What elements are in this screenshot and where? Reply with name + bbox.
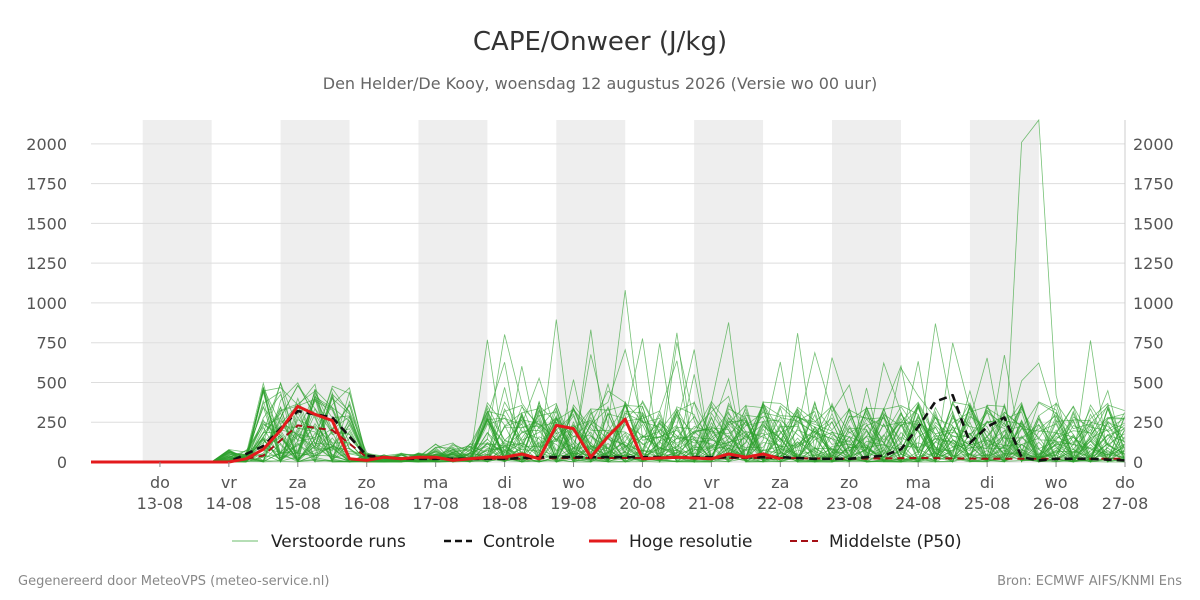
ensemble-run-49 <box>91 333 1126 463</box>
x-tick-date-5: 18-08 <box>481 494 528 513</box>
y-axis-right: 0 250 500 750 1000 1250 1500 1750 2000 <box>1124 120 1174 472</box>
y-tick-left-500: 500 <box>36 373 67 392</box>
y-tick-right-2000: 2000 <box>1133 135 1174 154</box>
control-line <box>91 393 1126 464</box>
x-tick-date-13: 26-08 <box>1033 494 1080 513</box>
ensemble-run-41 <box>91 374 1126 463</box>
ensemble-run-38 <box>91 404 1126 463</box>
legend-label-median: Middelste (P50) <box>829 532 962 552</box>
x-tick-day-4: ma <box>423 473 448 492</box>
y-tick-left-2000: 2000 <box>26 135 67 154</box>
weekend-band-0 <box>142 120 212 462</box>
x-tick-date-14: 27-08 <box>1102 494 1149 513</box>
x-tick-date-0: 13-08 <box>137 494 184 513</box>
x-tick-day-8: vr <box>703 473 719 492</box>
x-tick-date-1: 14-08 <box>206 494 253 513</box>
y-axis-left: 0 250 500 750 1000 1250 1500 1750 2000 <box>26 135 67 472</box>
ensemble-run-46 <box>91 361 1126 464</box>
y-tick-left-1750: 1750 <box>26 175 67 194</box>
y-tick-right-1000: 1000 <box>1133 294 1174 313</box>
x-tick-day-7: do <box>632 473 652 492</box>
x-tick-day-3: zo <box>358 473 376 492</box>
x-tick-day-12: di <box>980 473 995 492</box>
weekend-band-2 <box>418 120 488 462</box>
y-tick-right-1500: 1500 <box>1133 214 1174 233</box>
ensemble-run-44 <box>91 390 1126 463</box>
x-tick-date-2: 15-08 <box>275 494 322 513</box>
x-tick-date-4: 17-08 <box>412 494 459 513</box>
y-tick-left-750: 750 <box>36 334 67 353</box>
main-series <box>91 393 1126 464</box>
x-tick-day-10: zo <box>840 473 858 492</box>
chart-subtitle: Den Helder/De Kooy, woensdag 12 augustus… <box>323 74 878 93</box>
y-tick-right-500: 500 <box>1133 373 1164 392</box>
y-tick-right-1250: 1250 <box>1133 254 1174 273</box>
x-tick-date-8: 21-08 <box>688 494 735 513</box>
legend-label-ensemble: Verstoorde runs <box>271 532 406 552</box>
weekend-band-6 <box>969 120 1039 462</box>
weekend-shading <box>142 120 1039 462</box>
y-tick-left-250: 250 <box>36 413 67 432</box>
legend: Verstoorde runs Controle Hoge resolutie … <box>232 532 962 552</box>
ensemble-run-47 <box>91 390 1126 463</box>
x-tick-day-5: di <box>497 473 512 492</box>
ensemble-run-40 <box>91 403 1126 463</box>
x-tick-date-6: 19-08 <box>550 494 597 513</box>
x-tick-day-11: ma <box>906 473 931 492</box>
highres-line <box>91 404 781 464</box>
x-tick-day-0: do <box>150 473 170 492</box>
footer-generated-by: Gegenereerd door MeteoVPS (meteo-service… <box>18 574 329 589</box>
x-tick-day-1: vr <box>221 473 237 492</box>
y-tick-left-1250: 1250 <box>26 254 67 273</box>
y-tick-right-0: 0 <box>1133 453 1143 472</box>
x-tick-day-6: wo <box>562 473 585 492</box>
x-tick-date-10: 23-08 <box>826 494 873 513</box>
legend-label-control: Controle <box>483 532 555 552</box>
y-tick-right-1750: 1750 <box>1133 175 1174 194</box>
chart-title: CAPE/Onweer (J/kg) <box>473 27 727 57</box>
x-tick-date-3: 16-08 <box>343 494 390 513</box>
ensemble-run-2 <box>91 403 1126 463</box>
x-axis: do 13-08 vr 14-08 za 15-08 zo 16-08 ma 17-08 di 18-… <box>137 462 1149 513</box>
footer-source: Bron: ECMWF AIFS/KNMI Ens <box>997 574 1182 589</box>
y-tick-right-250: 250 <box>1133 413 1164 432</box>
x-tick-date-9: 22-08 <box>757 494 804 513</box>
weekend-band-4 <box>694 120 764 462</box>
x-tick-day-13: wo <box>1045 473 1068 492</box>
x-tick-day-14: do <box>1115 473 1135 492</box>
x-tick-date-11: 24-08 <box>895 494 942 513</box>
y-tick-left-0: 0 <box>57 453 67 472</box>
legend-label-highres: Hoge resolutie <box>629 532 753 552</box>
x-tick-date-7: 20-08 <box>619 494 666 513</box>
weekend-band-1 <box>280 120 350 462</box>
ensemble-run-39 <box>91 393 1126 463</box>
y-tick-left-1500: 1500 <box>26 214 67 233</box>
y-tick-left-1000: 1000 <box>26 294 67 313</box>
ensemble-run-45 <box>91 381 1126 463</box>
x-tick-day-2: za <box>289 473 307 492</box>
y-tick-right-750: 750 <box>1133 334 1164 353</box>
x-tick-day-9: za <box>771 473 789 492</box>
weekend-band-5 <box>832 120 901 462</box>
x-tick-date-12: 25-08 <box>964 494 1011 513</box>
